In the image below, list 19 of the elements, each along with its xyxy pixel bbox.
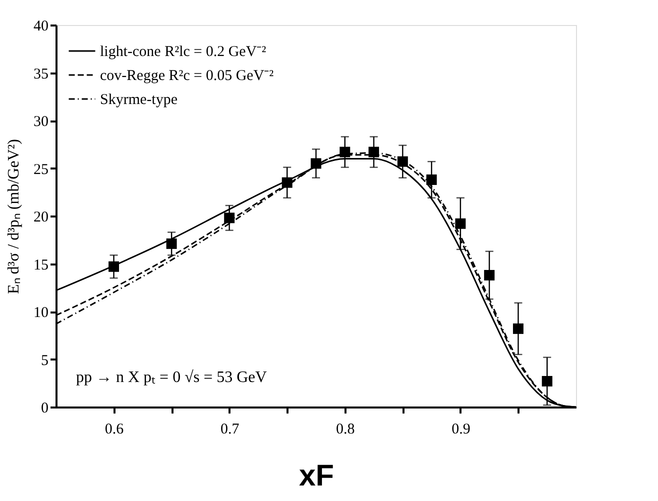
- x-tick-label: 0.8: [336, 422, 355, 438]
- annotation: pp → n X pₜ = 0 √s = 53 GeV: [76, 369, 268, 386]
- y-tick-label: 15: [34, 257, 48, 274]
- y-axis-title: Eₙ d³σ / d³pₙ (mb/GeV²): [6, 139, 22, 294]
- y-tick-label: 5: [41, 352, 48, 369]
- y-tick-label: 30: [34, 114, 48, 130]
- y-tick-label: 40: [34, 18, 48, 34]
- legend-label: Skyrme-type: [100, 92, 178, 108]
- y-tick-label: 20: [34, 210, 48, 226]
- x-tick-label: 0.7: [220, 422, 240, 438]
- legend-label: light-cone R²lc = 0.2 GeV⁻²: [100, 44, 267, 60]
- x-tick-label: 0.9: [452, 422, 470, 438]
- y-tick-label: 35: [34, 66, 48, 82]
- y-tick-label: 25: [34, 162, 48, 178]
- x-tick-label: 0.6: [104, 422, 124, 438]
- legend-label: cov-Regge R²c = 0.05 GeV⁻²: [100, 68, 274, 84]
- y-tick-label: 10: [34, 305, 48, 321]
- x-axis-title: xF: [298, 460, 334, 492]
- y-tick-label: 0: [41, 400, 48, 416]
